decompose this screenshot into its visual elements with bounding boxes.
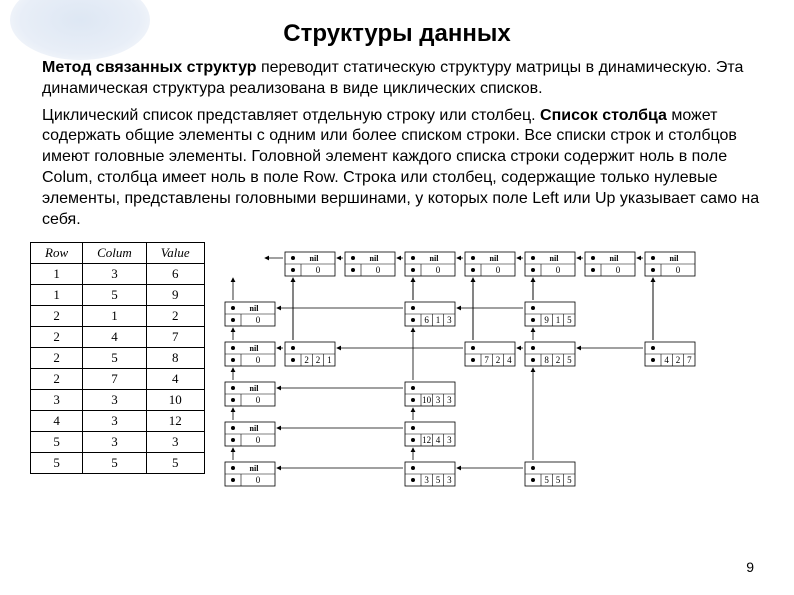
sparse-table-wrap: RowColumValue 13615921224725827433104312… (30, 242, 205, 514)
page-title: Структуры данных (30, 20, 764, 48)
svg-text:5: 5 (567, 475, 572, 485)
table-header: Value (146, 243, 204, 264)
svg-text:2: 2 (304, 355, 309, 365)
svg-text:3: 3 (447, 435, 452, 445)
svg-text:0: 0 (495, 265, 500, 275)
svg-text:4: 4 (435, 435, 440, 445)
svg-text:0: 0 (255, 315, 260, 325)
table-row: 274 (31, 369, 205, 390)
svg-text:0: 0 (255, 395, 260, 405)
svg-text:1: 1 (327, 355, 332, 365)
svg-text:0: 0 (435, 265, 440, 275)
svg-text:nil: nil (249, 344, 259, 353)
svg-text:2: 2 (675, 355, 680, 365)
table-row: 4312 (31, 411, 205, 432)
svg-text:5: 5 (567, 355, 572, 365)
svg-text:8: 8 (544, 355, 549, 365)
svg-text:12: 12 (422, 435, 431, 445)
svg-text:0: 0 (255, 355, 260, 365)
table-row: 247 (31, 327, 205, 348)
svg-text:nil: nil (549, 254, 559, 263)
svg-text:3: 3 (424, 475, 429, 485)
svg-text:nil: nil (369, 254, 379, 263)
content-row: RowColumValue 13615921224725827433104312… (30, 242, 764, 514)
svg-text:5: 5 (435, 475, 440, 485)
table-row: 136 (31, 264, 205, 285)
svg-text:0: 0 (555, 265, 560, 275)
svg-text:7: 7 (484, 355, 489, 365)
svg-text:nil: nil (609, 254, 619, 263)
svg-text:0: 0 (315, 265, 320, 275)
table-row: 533 (31, 432, 205, 453)
linked-list-diagram: nil0nil0nil0nil0nil0nil0nil0nil0613915ni… (225, 242, 725, 514)
svg-text:3: 3 (447, 395, 452, 405)
svg-text:5: 5 (567, 315, 572, 325)
svg-text:10: 10 (422, 395, 432, 405)
svg-text:2: 2 (495, 355, 500, 365)
svg-text:0: 0 (615, 265, 620, 275)
page-number: 9 (746, 559, 754, 575)
svg-text:0: 0 (255, 475, 260, 485)
svg-text:0: 0 (375, 265, 380, 275)
svg-text:1: 1 (555, 315, 560, 325)
table-row: 3310 (31, 390, 205, 411)
svg-text:4: 4 (507, 355, 512, 365)
svg-text:nil: nil (249, 384, 259, 393)
table-row: 258 (31, 348, 205, 369)
svg-text:4: 4 (664, 355, 669, 365)
svg-text:0: 0 (255, 435, 260, 445)
svg-text:3: 3 (447, 315, 452, 325)
svg-text:nil: nil (309, 254, 319, 263)
svg-text:nil: nil (249, 424, 259, 433)
svg-text:3: 3 (447, 475, 452, 485)
svg-text:9: 9 (544, 315, 549, 325)
svg-text:2: 2 (315, 355, 320, 365)
svg-text:nil: nil (249, 304, 259, 313)
sparse-table: RowColumValue 13615921224725827433104312… (30, 242, 205, 474)
svg-text:5: 5 (555, 475, 560, 485)
table-row: 159 (31, 285, 205, 306)
paragraph-1: Метод связанных структур переводит стати… (30, 58, 764, 100)
svg-text:3: 3 (435, 395, 440, 405)
svg-text:6: 6 (424, 315, 429, 325)
svg-text:nil: nil (669, 254, 679, 263)
svg-text:7: 7 (687, 355, 692, 365)
table-header: Row (31, 243, 83, 264)
svg-text:0: 0 (675, 265, 680, 275)
table-row: 212 (31, 306, 205, 327)
svg-text:2: 2 (555, 355, 560, 365)
svg-text:1: 1 (435, 315, 440, 325)
svg-text:nil: nil (249, 464, 259, 473)
table-header: Colum (83, 243, 147, 264)
svg-text:5: 5 (544, 475, 549, 485)
svg-text:nil: nil (489, 254, 499, 263)
svg-text:nil: nil (429, 254, 439, 263)
table-row: 555 (31, 453, 205, 474)
paragraph-2: Циклический список представляет отдельну… (30, 106, 764, 231)
